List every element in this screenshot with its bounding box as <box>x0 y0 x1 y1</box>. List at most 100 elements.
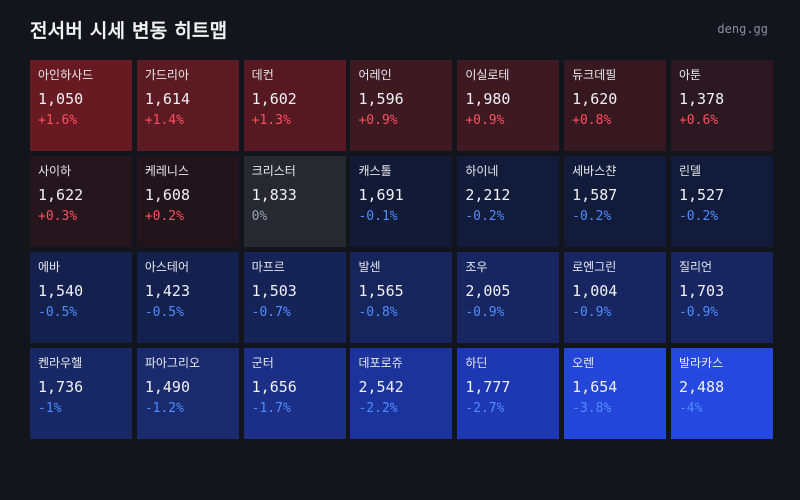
server-name: 에바 <box>38 260 61 274</box>
server-name: 군터 <box>251 356 274 370</box>
change-label: -0.7% <box>251 305 291 320</box>
server-price: 1,777 <box>465 378 511 396</box>
change-label: -0.5% <box>144 305 184 320</box>
page-title: 전서버 시세 변동 히트맵 <box>30 19 228 42</box>
change-label: -0.2% <box>572 209 612 224</box>
heatmap-cell[interactable]: 파아그리오 1,490 -1.2% <box>136 348 239 439</box>
server-name: 조우 <box>465 260 488 274</box>
heatmap-cell[interactable]: 데포로쥬 2,542 -2.2% <box>350 348 453 439</box>
server-price: 1,980 <box>465 90 511 108</box>
header: 전서버 시세 변동 히트맵 deng.gg <box>30 14 768 44</box>
server-price: 1,608 <box>144 186 190 204</box>
server-name: 케레니스 <box>144 164 189 178</box>
server-name: 로엔그린 <box>572 260 617 274</box>
server-name: 데컨 <box>251 68 274 82</box>
server-price: 1,587 <box>572 186 618 204</box>
change-label: -0.9% <box>465 305 505 320</box>
heatmap-cell[interactable]: 듀크데필 1,620 +0.8% <box>564 60 667 151</box>
heatmap-cell[interactable]: 세바스챤 1,587 -0.2% <box>564 156 667 247</box>
change-label: -1.2% <box>144 401 184 416</box>
server-name: 발센 <box>358 260 381 274</box>
server-price: 1,596 <box>358 90 404 108</box>
heatmap-cell[interactable]: 어레인 1,596 +0.9% <box>350 60 453 151</box>
change-label: -2.7% <box>465 401 505 416</box>
server-price: 1,423 <box>144 282 190 300</box>
change-label: -0.2% <box>678 209 719 224</box>
heatmap-cell[interactable]: 하이네 2,212 -0.2% <box>457 156 560 247</box>
server-price: 1,503 <box>251 282 297 300</box>
heatmap-cell[interactable]: 크리스터 1,833 0% <box>243 156 346 247</box>
heatmap-cell[interactable]: 이실로테 1,980 +0.9% <box>457 60 560 151</box>
server-name: 캐스톨 <box>358 164 392 178</box>
server-name: 듀크데필 <box>572 68 617 82</box>
server-price: 1,654 <box>572 378 618 396</box>
change-label: -0.2% <box>465 209 505 224</box>
server-name: 하이네 <box>465 164 499 178</box>
server-name: 아인하사드 <box>38 68 94 82</box>
heatmap-cell[interactable]: 아인하사드 1,050 +1.6% <box>30 60 132 151</box>
change-label: -0.8% <box>358 305 398 320</box>
server-name: 발라카스 <box>678 356 724 370</box>
server-price: 1,620 <box>572 90 618 108</box>
server-name: 아스테어 <box>144 260 189 274</box>
server-price: 1,703 <box>678 282 725 300</box>
heatmap-cell[interactable]: 질리언 1,703 -0.9% <box>670 252 773 343</box>
change-label: +0.6% <box>678 113 719 128</box>
server-name: 오렌 <box>572 356 595 370</box>
server-price: 2,488 <box>678 378 725 396</box>
server-price: 1,565 <box>358 282 404 300</box>
server-name: 파아그리오 <box>144 356 201 370</box>
change-label: +1.3% <box>251 113 291 128</box>
heatmap-cell[interactable]: 린델 1,527 -0.2% <box>670 156 773 247</box>
server-name: 데포로쥬 <box>358 356 403 370</box>
server-price: 1,656 <box>251 378 297 396</box>
server-name: 가드리아 <box>144 68 189 82</box>
heatmap-cell[interactable]: 하딘 1,777 -2.7% <box>457 348 560 439</box>
server-price: 1,490 <box>144 378 190 396</box>
server-price: 1,622 <box>38 186 84 204</box>
change-label: -1% <box>38 401 62 416</box>
server-name: 어레인 <box>358 68 392 82</box>
heatmap-cell[interactable]: 켄라우헬 1,736 -1% <box>30 348 132 439</box>
heatmap-cell[interactable]: 아스테어 1,423 -0.5% <box>136 252 239 343</box>
heatmap-cell[interactable]: 조우 2,005 -0.9% <box>457 252 560 343</box>
heatmap-cell[interactable]: 발라카스 2,488 -4% <box>670 348 773 439</box>
brand-label: deng.gg <box>717 22 768 36</box>
heatmap-cell[interactable]: 아툰 1,378 +0.6% <box>670 60 773 151</box>
heatmap-cell[interactable]: 사이하 1,622 +0.3% <box>30 156 132 247</box>
change-label: 0% <box>251 209 268 224</box>
server-name: 질리언 <box>678 260 713 274</box>
heatmap-cell[interactable]: 에바 1,540 -0.5% <box>30 252 132 343</box>
heatmap-cell[interactable]: 발센 1,565 -0.8% <box>350 252 453 343</box>
server-name: 이실로테 <box>465 68 510 82</box>
server-name: 세바스챤 <box>572 164 617 178</box>
server-name: 마프르 <box>251 260 285 274</box>
heatmap-grid: 아인하사드 1,050 +1.6% 가드리아 1,614 +1.4% 데컨 1,602 +1.3… <box>30 60 773 439</box>
server-price: 1,602 <box>251 90 297 108</box>
heatmap-cell[interactable]: 캐스톨 1,691 -0.1% <box>350 156 453 247</box>
change-label: -1.7% <box>251 401 291 416</box>
heatmap-cell[interactable]: 로엔그린 1,004 -0.9% <box>564 252 667 343</box>
change-label: +1.6% <box>38 113 78 128</box>
server-name: 아툰 <box>678 68 702 82</box>
server-price: 2,212 <box>465 186 511 204</box>
change-label: +0.9% <box>358 113 398 128</box>
change-label: -2.2% <box>358 401 398 416</box>
change-label: -0.1% <box>358 209 398 224</box>
server-name: 린델 <box>678 164 702 178</box>
heatmap-cell[interactable]: 마프르 1,503 -0.7% <box>243 252 346 343</box>
heatmap-cell[interactable]: 데컨 1,602 +1.3% <box>243 60 346 151</box>
change-label: -4% <box>678 401 703 416</box>
heatmap-cell[interactable]: 가드리아 1,614 +1.4% <box>136 60 239 151</box>
server-price: 2,542 <box>358 378 404 396</box>
server-name: 켄라우헬 <box>38 356 83 370</box>
change-label: -0.9% <box>678 305 719 320</box>
change-label: -0.9% <box>572 305 612 320</box>
server-price: 1,614 <box>144 90 190 108</box>
heatmap-cell[interactable]: 오렌 1,654 -3.8% <box>564 348 667 439</box>
change-label: -3.8% <box>572 401 612 416</box>
heatmap-cell[interactable]: 케레니스 1,608 +0.2% <box>136 156 239 247</box>
change-label: -0.5% <box>38 305 78 320</box>
heatmap-cell[interactable]: 군터 1,656 -1.7% <box>243 348 346 439</box>
change-label: +0.9% <box>465 113 505 128</box>
